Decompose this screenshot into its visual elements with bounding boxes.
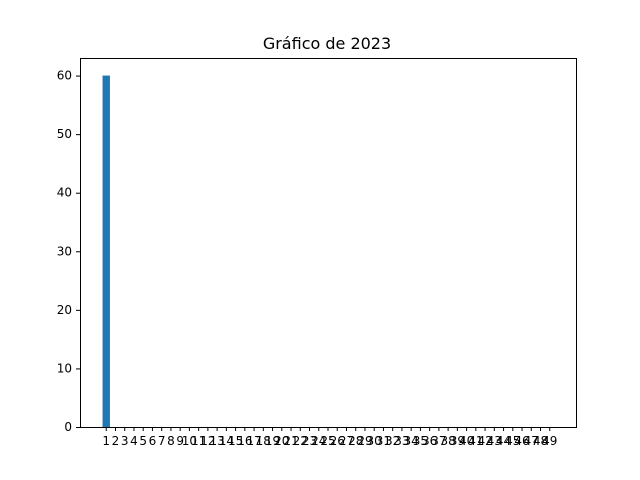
- x-tick-label: 17: [246, 434, 261, 448]
- x-tick-label: 15: [228, 434, 243, 448]
- x-tick-label: 23: [302, 434, 317, 448]
- y-tick-label: 0: [64, 420, 72, 434]
- x-tick-label: 1: [102, 434, 110, 448]
- x-tick-label: 2: [112, 434, 120, 448]
- y-tick-label: 10: [57, 361, 72, 375]
- x-tick-label: 16: [237, 434, 252, 448]
- x-tick-label: 18: [256, 434, 271, 448]
- x-tick-label: 37: [431, 434, 446, 448]
- y-tick-label: 20: [57, 303, 72, 317]
- x-axis: 1 2 3 4 5 6 7 8 91011121314151617181920212223242…: [102, 427, 557, 448]
- x-tick-label: 21: [283, 434, 298, 448]
- x-tick-label: 9: [176, 434, 184, 448]
- x-tick-label: 44: [496, 434, 511, 448]
- x-tick-label: 42: [477, 434, 492, 448]
- x-tick-label: 4: [130, 434, 138, 448]
- x-tick-label: 26: [330, 434, 345, 448]
- x-tick-label: 24: [311, 434, 326, 448]
- x-tick-label: 32: [385, 434, 400, 448]
- x-tick-label: 5: [139, 434, 147, 448]
- bars-layer: [102, 75, 110, 428]
- x-tick-label: 27: [339, 434, 354, 448]
- x-tick-label: 10: [182, 434, 197, 448]
- x-tick-label: 38: [440, 434, 455, 448]
- x-tick-label: 25: [320, 434, 335, 448]
- x-tick-label: 14: [219, 434, 234, 448]
- x-tick-label: 46: [514, 434, 529, 448]
- x-tick-label: 3: [121, 434, 129, 448]
- x-tick-label: 36: [422, 434, 437, 448]
- x-tick-label: 47: [524, 434, 539, 448]
- y-axis: 0 10 20 30 40 50 60: [57, 69, 80, 434]
- x-tick-label: 22: [293, 434, 308, 448]
- x-tick-label: 33: [394, 434, 409, 448]
- x-tick-label: 7: [158, 434, 166, 448]
- x-tick-label: 11: [191, 434, 206, 448]
- x-tick-label: 34: [404, 434, 419, 448]
- x-tick-label: 45: [505, 434, 520, 448]
- x-tick-label: 8: [167, 434, 175, 448]
- x-tick-label: 13: [209, 434, 224, 448]
- x-tick-label: 31: [376, 434, 391, 448]
- x-tick-label: 20: [274, 434, 289, 448]
- x-tick-label: 12: [200, 434, 215, 448]
- x-tick-label: 48: [533, 434, 548, 448]
- x-tick-label: 28: [348, 434, 363, 448]
- bar-1: [102, 75, 110, 428]
- y-tick-label: 40: [57, 186, 72, 200]
- chart-title: Gráfico de 2023: [263, 34, 391, 53]
- y-tick-label: 30: [57, 244, 72, 258]
- plot-frame: [80, 58, 577, 428]
- x-tick-label: 19: [265, 434, 280, 448]
- x-tick-label: 6: [149, 434, 157, 448]
- x-tick-label: 40: [459, 434, 474, 448]
- x-tick-label: 49: [542, 434, 557, 448]
- x-tick-label: 29: [357, 434, 372, 448]
- x-tick-label: 30: [367, 434, 382, 448]
- y-tick-label: 60: [57, 69, 72, 83]
- y-tick-label: 50: [57, 127, 72, 141]
- x-tick-label: 39: [450, 434, 465, 448]
- x-tick-label: 41: [468, 434, 483, 448]
- x-tick-label: 35: [413, 434, 428, 448]
- x-tick-label: 43: [487, 434, 502, 448]
